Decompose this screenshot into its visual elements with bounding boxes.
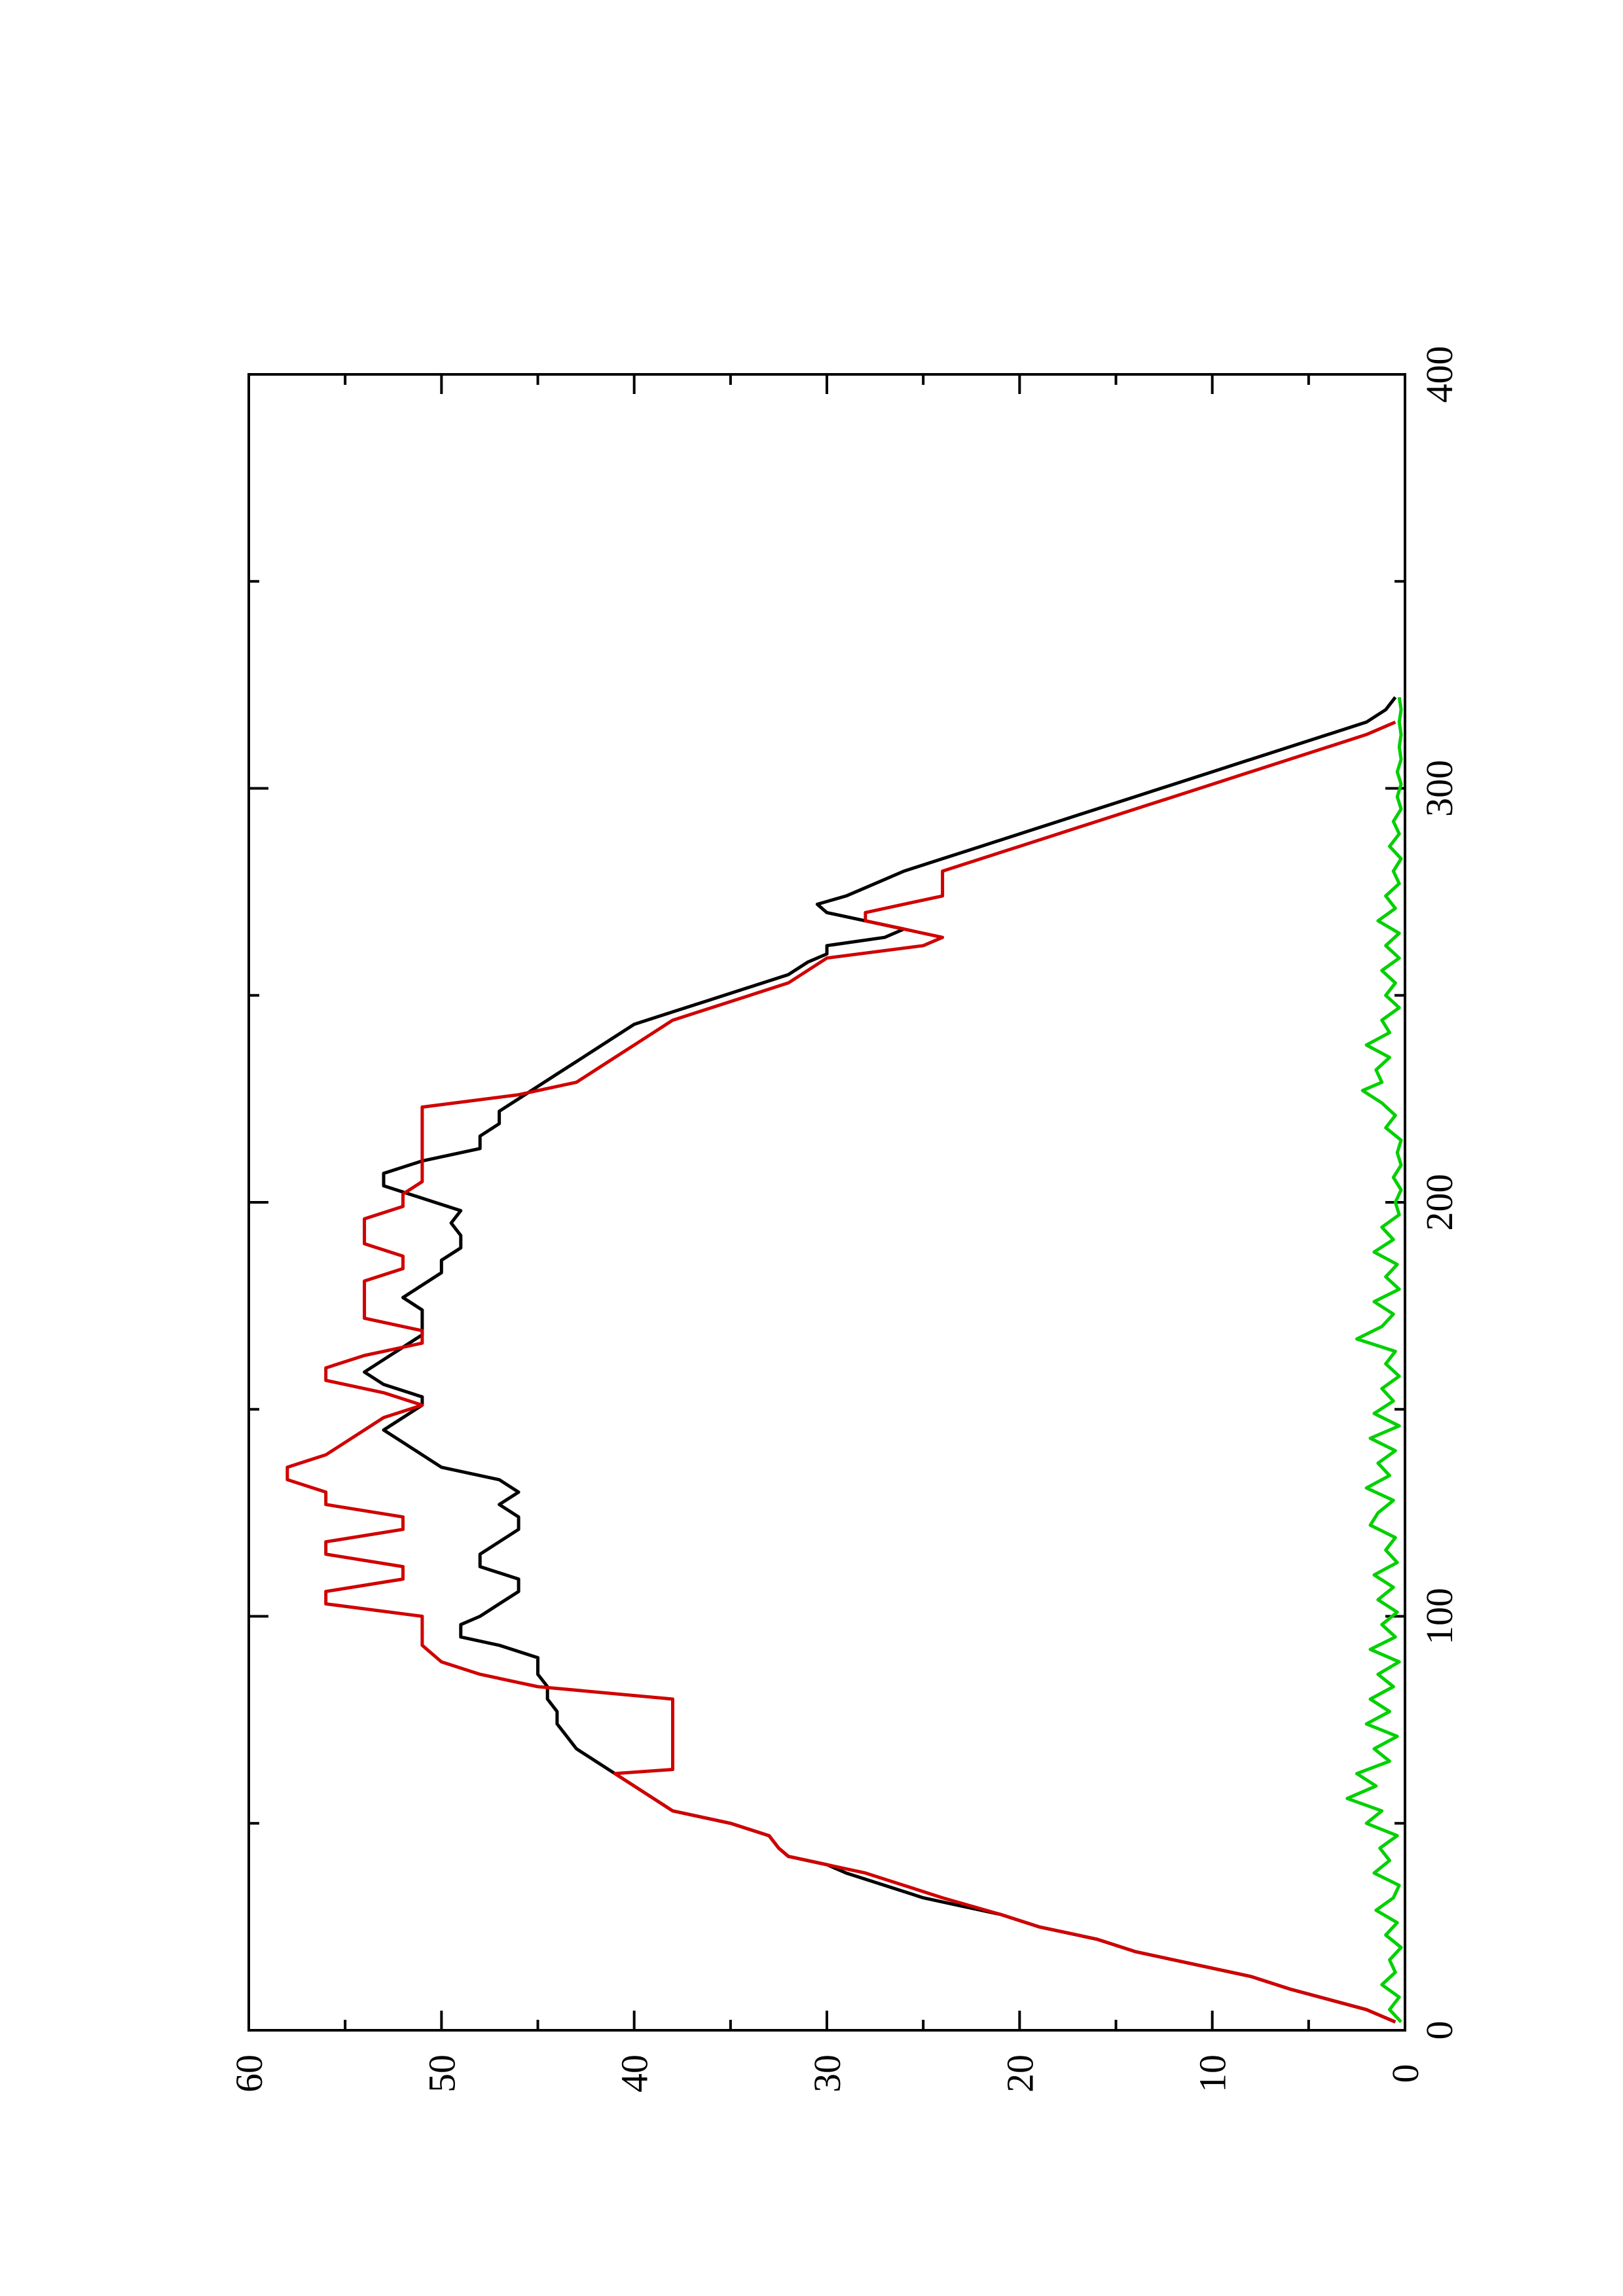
y-tick-label: 30 [806,2054,848,2092]
axis-ticks [249,374,1405,2030]
series-line-2 [285,721,1396,2024]
x-tick-label: 0 [1418,2021,1461,2040]
y-tick-label: 40 [613,2054,656,2092]
series-layer [285,696,1403,2024]
x-tick-label: 400 [1418,346,1461,403]
y-tick-label: 20 [998,2054,1041,2092]
x-tick-label: 300 [1418,760,1461,817]
x-tick-label: 100 [1418,1588,1461,1645]
axis-tick-labels: 0 100 200 300 400 0 10 20 30 40 50 60 [228,346,1461,2093]
y-tick-label: 50 [420,2054,463,2092]
y-tick-label: 0 [1384,2064,1427,2083]
series-line-1 [363,696,1397,2024]
series-line-3 [1345,696,1403,2024]
plot-frame [247,373,1406,2032]
x-tick-label: 200 [1418,1174,1461,1231]
y-tick-label: 60 [228,2054,270,2092]
y-tick-label: 10 [1192,2054,1234,2092]
